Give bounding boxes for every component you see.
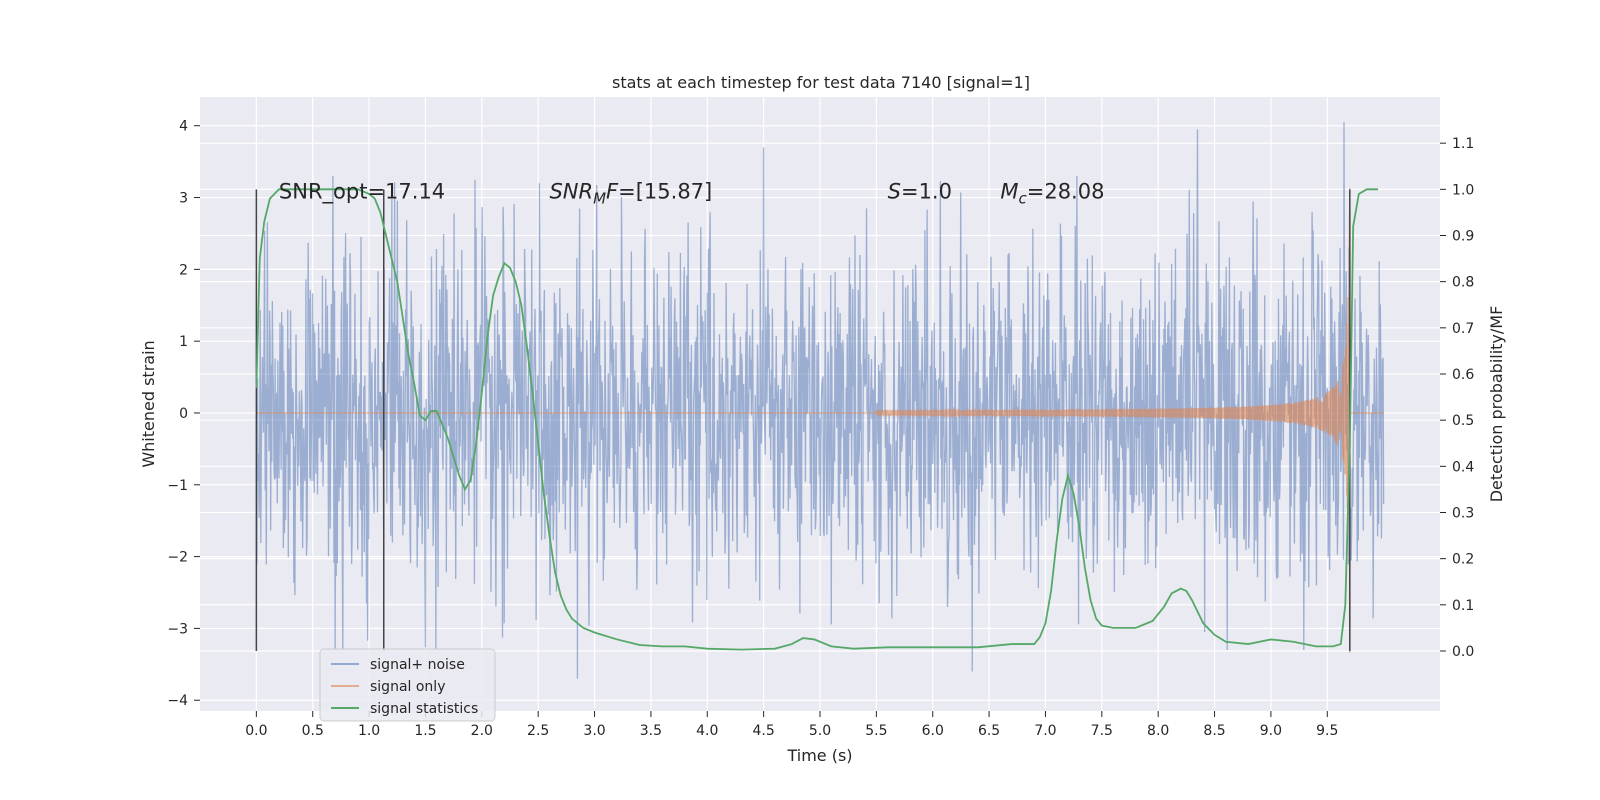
x-tick-label-1: 0.5 (302, 723, 324, 739)
y-tick-label-6: 2 (179, 262, 188, 278)
x-tick-label-17: 8.5 (1203, 723, 1225, 739)
x-tick-label-19: 9.5 (1316, 723, 1338, 739)
statistics-line (255, 188, 1378, 651)
annotation-s-value: S=1.0 (888, 180, 952, 204)
noise-line (255, 122, 1385, 679)
y2-tick-label-10: 1.0 (1452, 182, 1474, 198)
y2-tick-label-0: 0.0 (1452, 644, 1474, 660)
x-tick-label-12: 6.0 (922, 723, 944, 739)
x-tick-label-5: 2.5 (527, 723, 549, 739)
x-tick-label-8: 4.0 (696, 723, 718, 739)
x-tick-label-4: 2.0 (471, 723, 493, 739)
x-tick-label-14: 7.0 (1034, 723, 1056, 739)
legend-frame (319, 648, 496, 722)
annotation-snr-opt: SNR_opt=17.14 (279, 180, 445, 205)
legend: signal+ noise signal only signal statist… (319, 648, 496, 722)
legend-label-signal-statistics: signal statistics (370, 701, 478, 717)
x-tick-label-13: 6.5 (978, 723, 1000, 739)
y2-tick-label-7: 0.7 (1452, 321, 1474, 337)
x-tick-label-2: 1.0 (358, 723, 380, 739)
annotation-mc-value: Mc=28.08 (1000, 180, 1104, 208)
x-tick-label-9: 4.5 (753, 723, 775, 739)
y2-tick-label-2: 0.2 (1452, 552, 1474, 568)
y-tick-label-7: 3 (179, 191, 188, 207)
x-tick-label-0: 0.0 (245, 723, 267, 739)
annotation-snr-mf: SNRMF=[15.87] (549, 180, 712, 208)
y-axis-label: Whitened strain (139, 340, 158, 467)
y-axis-ticks: −4 −3 −2 −1 0 1 2 3 4 (167, 119, 200, 709)
chart-title: stats at each timestep for test data 714… (612, 73, 1030, 92)
series-signal-noise (255, 122, 1385, 679)
y2-tick-label-9: 0.9 (1452, 228, 1474, 244)
y2-tick-label-4: 0.4 (1452, 459, 1474, 475)
x-tick-label-10: 5.0 (809, 723, 831, 739)
y2-tick-label-5: 0.5 (1452, 413, 1474, 429)
series-signal-statistics (255, 188, 1378, 651)
y-tick-label-4: 0 (179, 406, 188, 422)
legend-label-signal-only: signal only (370, 679, 445, 695)
y2-tick-label-6: 0.6 (1452, 367, 1474, 383)
y2-tick-label-3: 0.3 (1452, 505, 1474, 521)
series-signal-only (256, 188, 1384, 653)
annotations: SNR_opt=17.14 SNRMF=[15.87] S=1.0 Mc=28.08 (279, 180, 1105, 208)
x-axis-ticks: 0.0 0.5 1.0 1.5 2.0 2.5 3.0 3.5 4.0 4.5 5.0 5.5 6.0 6… (245, 711, 1338, 739)
y-tick-label-8: 4 (179, 119, 188, 135)
y2-tick-label-11: 1.1 (1452, 136, 1474, 152)
y-tick-label-2: −2 (167, 550, 188, 566)
y2-tick-label-8: 0.8 (1452, 275, 1474, 291)
x-axis-label: Time (s) (786, 746, 852, 765)
y-tick-label-0: −4 (167, 693, 188, 709)
y-tick-label-3: −1 (167, 478, 188, 494)
x-tick-label-15: 7.5 (1091, 723, 1113, 739)
y-tick-label-5: 1 (179, 334, 188, 350)
x-tick-label-16: 8.0 (1147, 723, 1169, 739)
x-tick-label-3: 1.5 (414, 723, 436, 739)
y2-axis-label: Detection probability/MF (1487, 306, 1506, 503)
legend-label-signal-noise: signal+ noise (370, 657, 465, 673)
x-tick-label-7: 3.5 (640, 723, 662, 739)
x-tick-label-11: 5.5 (865, 723, 887, 739)
signal-line (256, 188, 1384, 653)
x-tick-label-18: 9.0 (1260, 723, 1282, 739)
y-tick-label-1: −3 (167, 621, 188, 637)
x-tick-label-6: 3.0 (583, 723, 605, 739)
y2-axis-ticks: 0.0 0.1 0.2 0.3 0.4 0.5 0.6 0.7 0.8 0.9 1.0 1.1 (1440, 136, 1474, 660)
y2-tick-label-1: 0.1 (1452, 598, 1474, 614)
